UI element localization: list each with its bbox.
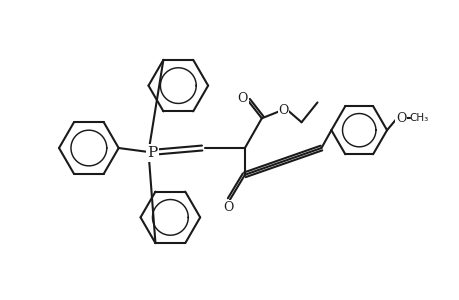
Text: O: O: [222, 201, 233, 214]
Text: O: O: [237, 92, 247, 105]
Text: CH₃: CH₃: [409, 113, 427, 123]
Text: P: P: [147, 146, 157, 160]
Text: O: O: [395, 112, 405, 125]
Text: O: O: [278, 104, 288, 117]
